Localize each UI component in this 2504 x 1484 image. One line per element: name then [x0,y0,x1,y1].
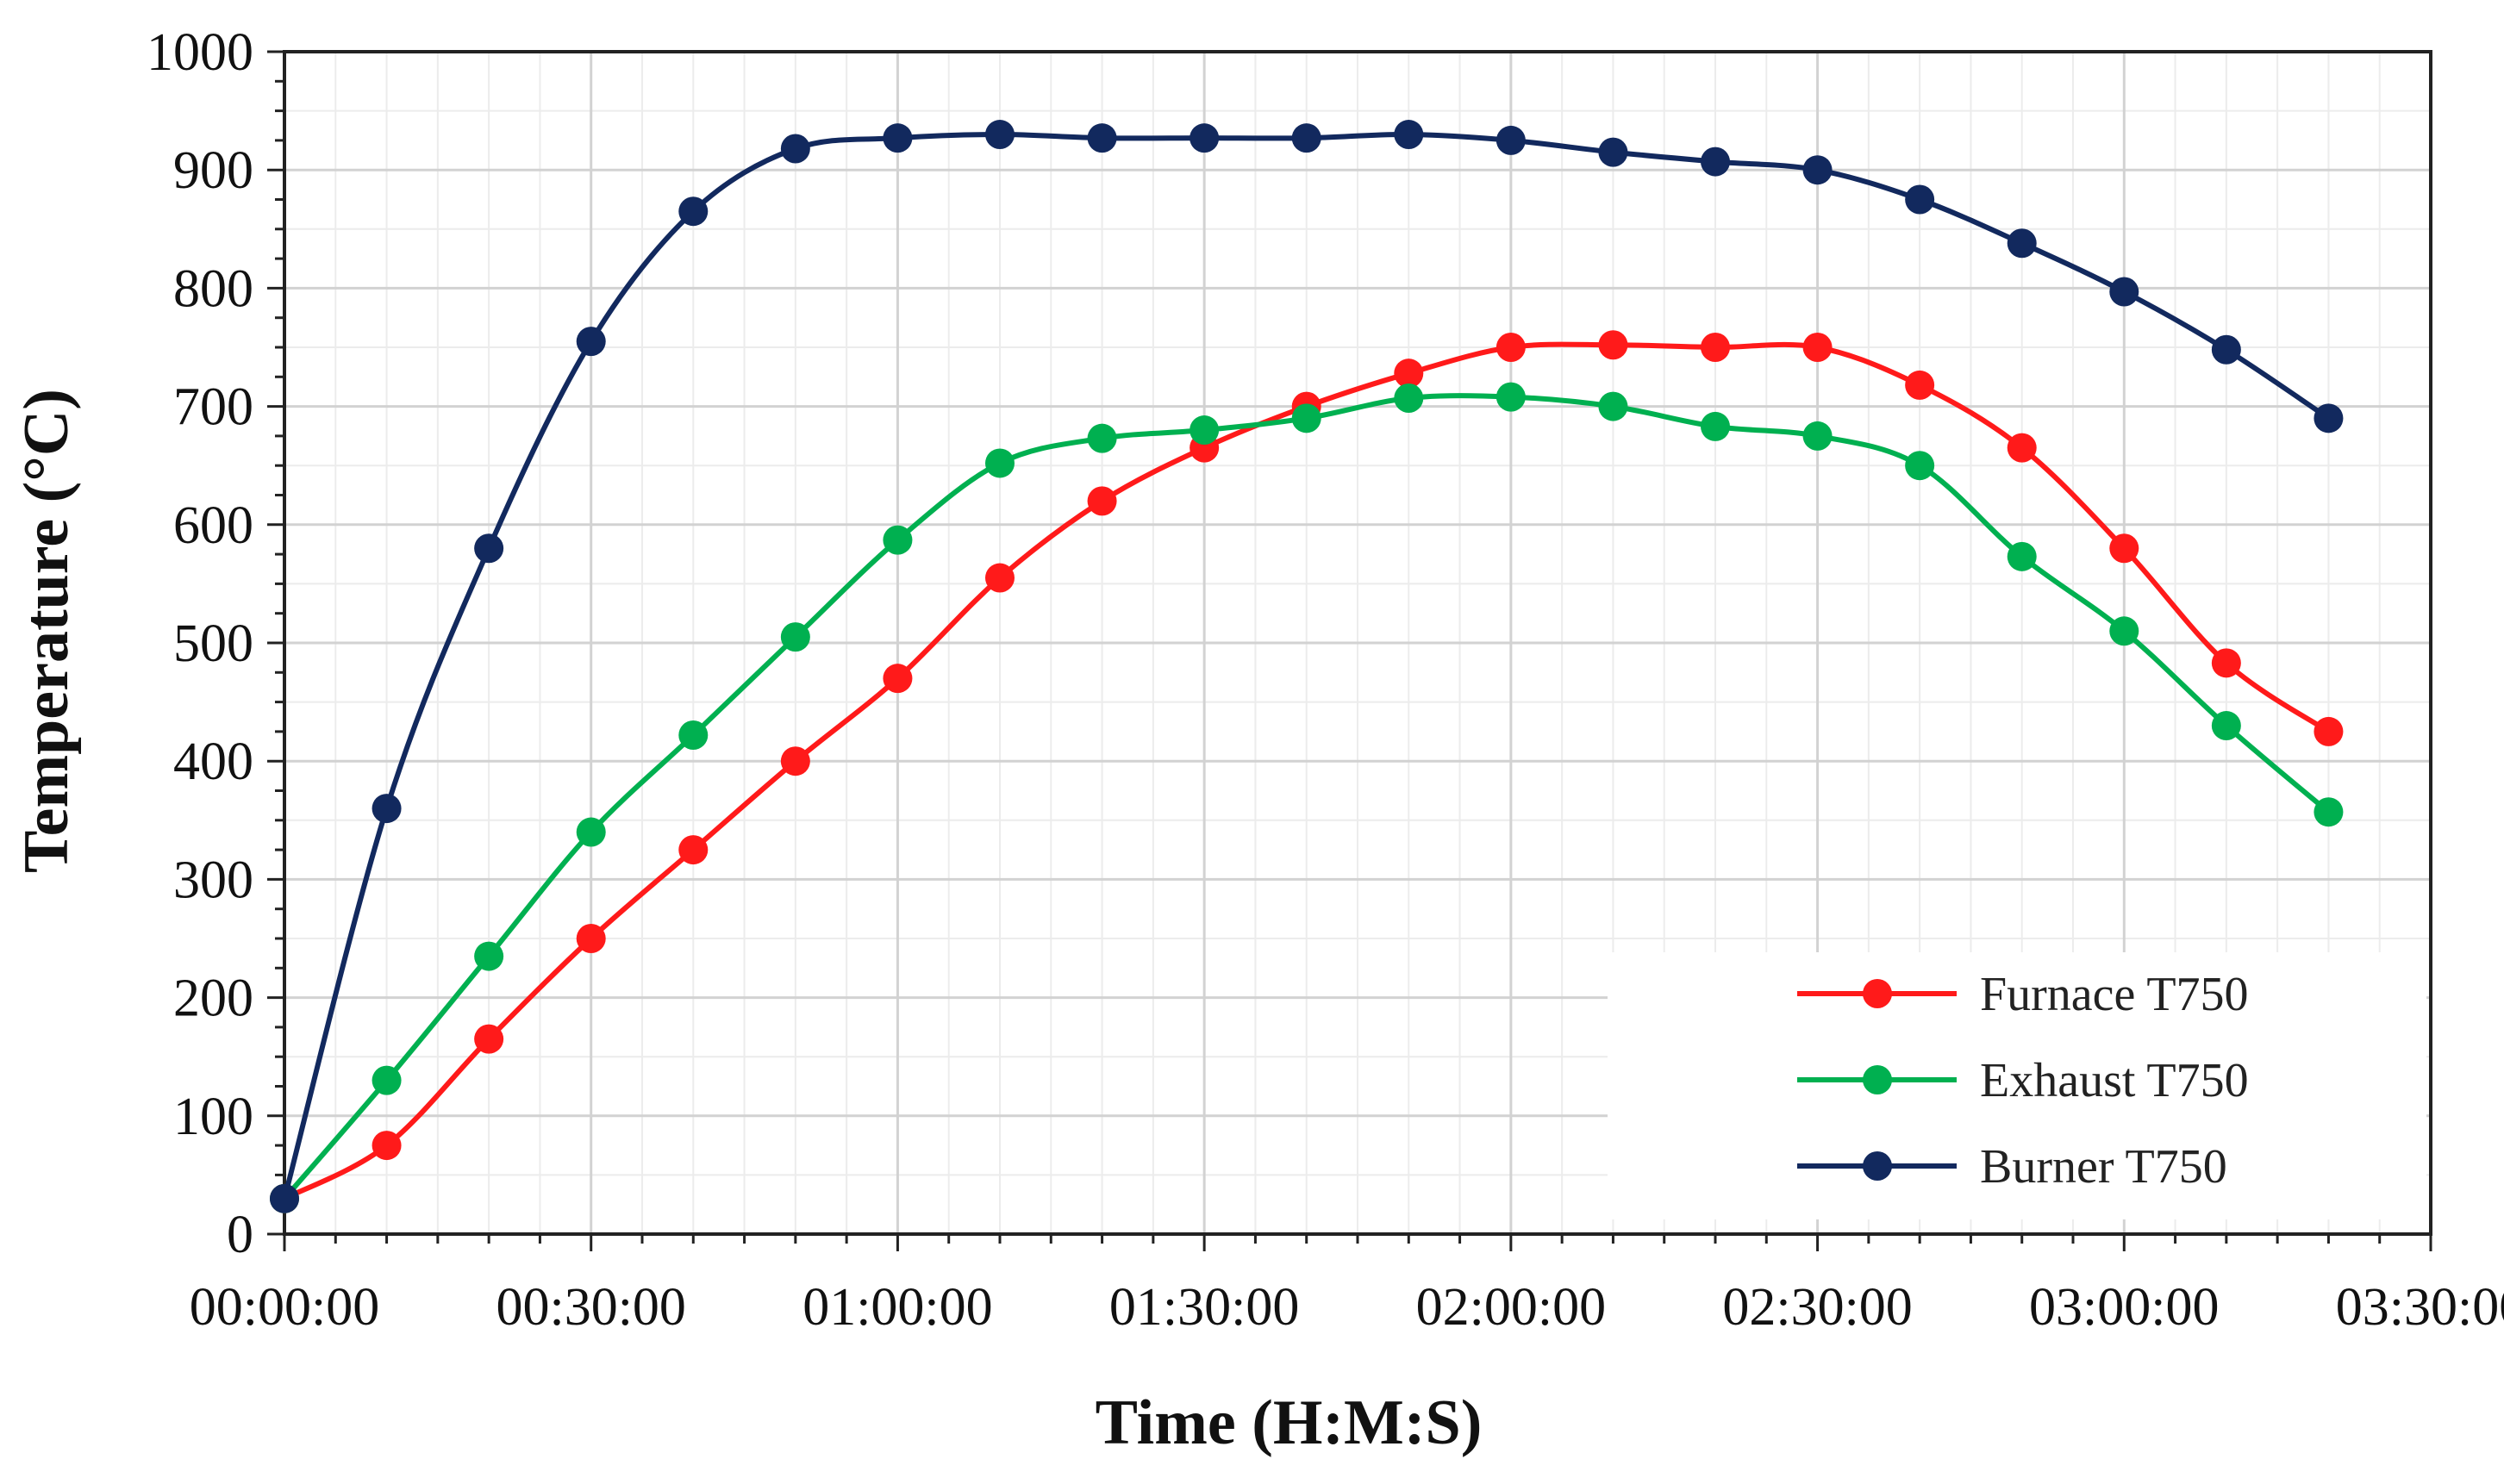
x-tick-label: 03:00:00 [2029,1278,2219,1337]
legend-marker [1863,1065,1892,1094]
data-point-exhaust-t750 [2211,711,2241,741]
x-tick-label: 00:30:00 [496,1278,685,1337]
data-point-exhaust-t750 [1394,383,1424,413]
data-point-burner-t750 [2007,228,2037,259]
data-point-exhaust-t750 [1701,411,1730,441]
data-point-burner-t750 [372,794,402,824]
data-point-burner-t750 [270,1183,299,1213]
legend-marker [1863,1151,1892,1181]
data-point-exhaust-t750 [985,448,1015,478]
y-tick-label: 400 [173,733,253,791]
x-axis-title: Time (H:M:S) [1096,1387,1483,1458]
y-tick-label: 200 [173,970,253,1028]
data-point-exhaust-t750 [1190,415,1220,446]
data-point-exhaust-t750 [1291,403,1321,433]
y-tick-label: 500 [173,614,253,673]
data-point-furnace-t750 [2007,433,2037,463]
x-tick-label: 02:30:00 [1722,1278,1912,1337]
data-point-burner-t750 [1394,120,1424,150]
y-tick-label: 900 [173,141,253,200]
x-tick-label: 02:00:00 [1416,1278,1606,1337]
x-tick-label: 01:30:00 [1109,1278,1299,1337]
y-tick-label: 1000 [147,23,253,82]
data-point-exhaust-t750 [883,525,913,555]
data-point-exhaust-t750 [1598,391,1628,421]
axes: 00:00:00 00:30:00 01:00:00 01:30:00 02:00:00… [147,23,2504,1337]
y-tick-label: 300 [173,851,253,909]
data-point-furnace-t750 [576,924,606,953]
data-point-furnace-t750 [1087,486,1117,516]
data-point-exhaust-t750 [576,817,606,847]
data-point-furnace-t750 [780,746,810,776]
data-point-furnace-t750 [1496,333,1526,362]
data-point-furnace-t750 [2109,533,2139,564]
data-point-burner-t750 [1087,123,1117,153]
data-point-burner-t750 [985,120,1015,150]
legend-background [1608,952,2426,1219]
data-point-exhaust-t750 [2109,616,2139,646]
data-point-exhaust-t750 [1087,423,1117,453]
legend-label: Burner T750 [1980,1140,2227,1194]
data-point-furnace-t750 [2314,716,2344,746]
data-point-burner-t750 [1496,125,1526,155]
data-point-furnace-t750 [1701,333,1730,362]
data-point-exhaust-t750 [372,1065,402,1095]
series-lines [270,120,2344,1213]
data-point-exhaust-t750 [2314,797,2344,827]
y-tick-label: 600 [173,496,253,555]
data-point-exhaust-t750 [1802,421,1833,451]
data-point-burner-t750 [1905,184,1935,215]
data-point-burner-t750 [1291,123,1321,153]
legend-label: Furnace T750 [1980,968,2249,1021]
data-point-exhaust-t750 [780,622,810,652]
y-tick-label: 100 [173,1088,253,1146]
data-point-furnace-t750 [985,563,1015,593]
data-point-burner-t750 [883,123,913,153]
data-point-furnace-t750 [2211,648,2241,678]
data-point-furnace-t750 [1905,370,1935,400]
data-point-burner-t750 [2211,334,2241,365]
y-tick-label: 800 [173,259,253,318]
y-axis-title: Temperature (°C) [11,389,82,873]
legend-label: Exhaust T750 [1980,1054,2249,1107]
data-point-burner-t750 [2314,403,2344,433]
data-point-furnace-t750 [474,1024,504,1054]
data-point-burner-t750 [1802,155,1833,185]
data-point-furnace-t750 [1394,359,1424,389]
data-point-burner-t750 [576,327,606,357]
data-point-furnace-t750 [1802,333,1833,362]
y-tick-label: 0 [227,1206,253,1264]
x-tick-label: 03:30:00 [2336,1278,2504,1337]
x-tick-label: 01:00:00 [802,1278,992,1337]
data-point-burner-t750 [1598,137,1628,167]
data-point-exhaust-t750 [1905,451,1935,481]
data-point-furnace-t750 [1598,330,1628,360]
data-point-furnace-t750 [372,1131,402,1161]
data-point-burner-t750 [1701,147,1730,177]
data-point-burner-t750 [1190,123,1220,153]
legend: Furnace T750 Exhaust T750 Burner T750 [1608,952,2426,1219]
data-point-burner-t750 [474,533,504,564]
legend-marker [1863,979,1892,1008]
data-point-exhaust-t750 [1496,382,1526,412]
series-line-furnace-t750 [283,341,2331,1201]
data-point-furnace-t750 [883,664,913,694]
data-point-exhaust-t750 [2007,541,2037,571]
y-tick-label: 700 [173,378,253,437]
data-point-burner-t750 [780,134,810,164]
data-point-burner-t750 [2109,277,2139,307]
data-point-exhaust-t750 [678,720,709,751]
data-point-burner-t750 [678,196,709,227]
data-point-furnace-t750 [678,835,709,865]
data-point-exhaust-t750 [474,941,504,971]
x-tick-label: 00:00:00 [190,1278,379,1337]
